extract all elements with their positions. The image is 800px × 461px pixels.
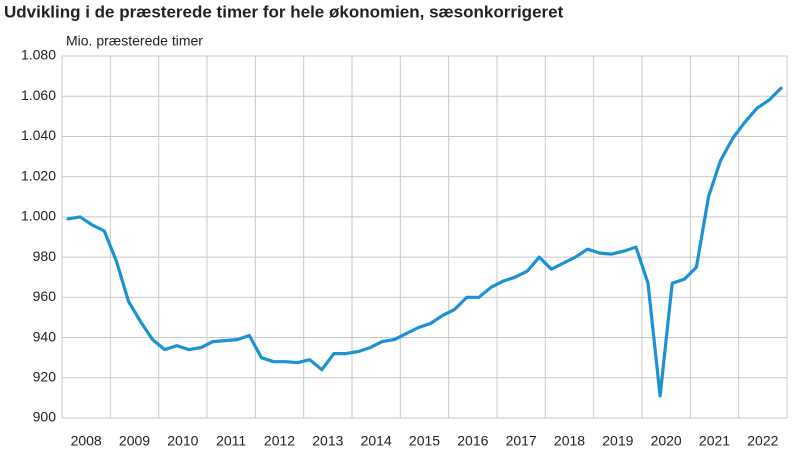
x-tick-label: 2022: [747, 433, 778, 449]
data-line: [66, 86, 783, 398]
y-tick-label: 960: [33, 288, 57, 304]
x-tick-label: 2015: [409, 433, 440, 449]
x-tick-label: 2014: [361, 433, 392, 449]
x-tick-label: 2013: [312, 433, 343, 449]
x-tick-label: 2011: [216, 433, 246, 449]
y-tick-label: 1.020: [21, 167, 56, 183]
x-tick-label: 2008: [71, 433, 102, 449]
y-tick-label: 1.000: [21, 208, 56, 224]
y-axis-label: Mio. præsterede timer: [66, 33, 203, 49]
y-tick-label: 900: [33, 409, 57, 425]
x-tick-label: 2010: [167, 433, 198, 449]
x-tick-label: 2016: [457, 433, 488, 449]
y-tick-label: 1.040: [21, 127, 56, 143]
y-tick-label: 920: [33, 368, 57, 384]
y-tick-label: 980: [33, 248, 57, 264]
x-tick-label: 2018: [554, 433, 585, 449]
x-tick-label: 2012: [264, 433, 295, 449]
y-tick-label: 1.080: [21, 47, 56, 63]
x-tick-label: 2020: [651, 433, 682, 449]
y-tick-label: 940: [33, 328, 57, 344]
x-tick-label: 2021: [699, 433, 730, 449]
chart-title: Udvikling i de præsterede timer for hele…: [4, 2, 564, 21]
x-tick-label: 2017: [506, 433, 537, 449]
x-tick-label: 2009: [119, 433, 150, 449]
y-tick-label: 1.060: [21, 87, 56, 103]
x-tick-label: 2019: [602, 433, 633, 449]
